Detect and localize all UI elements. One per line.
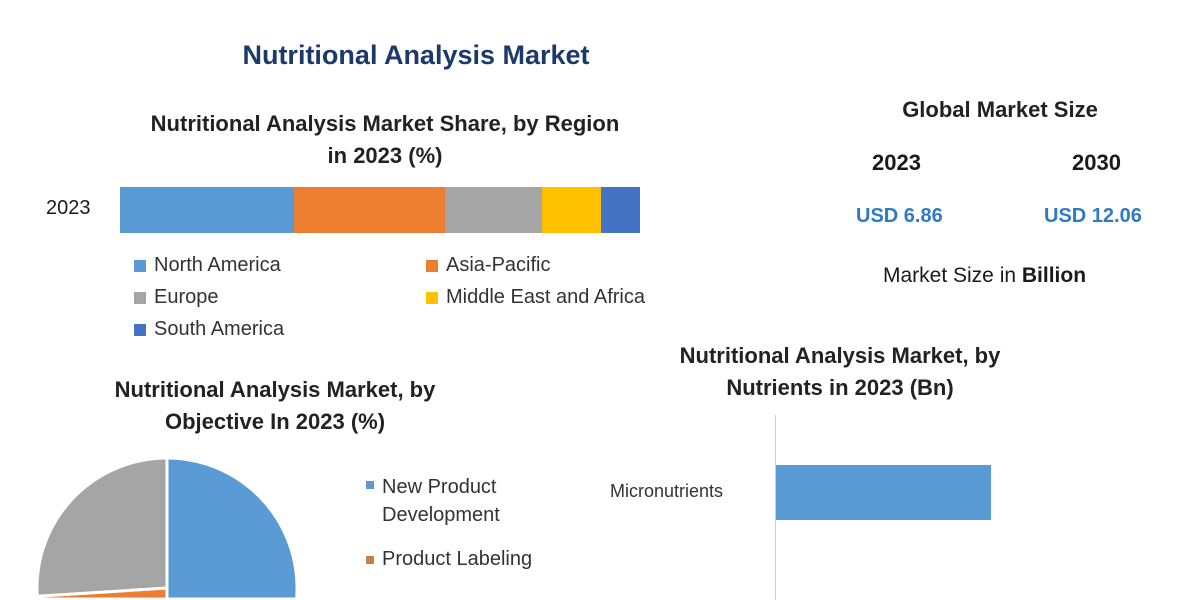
legend-swatch (426, 291, 438, 304)
unit-prefix: Market Size in (883, 264, 1022, 287)
year-2030: 2030 (1072, 150, 1121, 175)
legend-swatch (426, 259, 438, 272)
pie-title-line2: Objective In 2023 (%) (164, 409, 386, 434)
nutrients-category-label: Micronutrients (610, 481, 724, 501)
legend-label: South America (154, 318, 285, 340)
legend-label-line1: New Product (382, 476, 497, 498)
value-2030: USD 12.06 (1044, 205, 1142, 227)
legend-label: Europe (154, 286, 219, 308)
value-2023: USD 6.86 (856, 205, 943, 227)
legend-swatch (366, 555, 374, 564)
legend-item: Asia-Pacific (426, 254, 550, 277)
pie-legend-item: New Product Development (366, 473, 500, 529)
legend-swatch (366, 481, 374, 489)
pie-chart-title: Nutritional Analysis Market, by Objectiv… (60, 374, 490, 438)
legend-item: Middle East and Africa (426, 286, 645, 309)
legend-label-line2: Development (382, 504, 500, 526)
nutrients-bar (776, 465, 992, 520)
page-title: Nutritional Analysis Market (242, 40, 590, 70)
legend-label: Middle East and Africa (446, 286, 645, 308)
legend-swatch (134, 259, 146, 272)
region-title-line2: in 2023 (%) (327, 143, 443, 168)
nutrients-axis (775, 415, 776, 600)
legend-swatch (134, 323, 146, 336)
legend-item: Europe (134, 286, 219, 309)
region-stacked-bar (120, 187, 640, 233)
legend-label: North America (154, 254, 281, 276)
pie-chart (35, 456, 299, 600)
legend-item: North America (134, 254, 281, 277)
legend-item: South America (134, 318, 284, 341)
bar-segment-asia-pacific (294, 187, 445, 233)
nutrients-title-line1: Nutritional Analysis Market, by (679, 343, 1001, 368)
global-heading: Global Market Size (902, 97, 1098, 122)
region-title-line1: Nutritional Analysis Market Share, by Re… (150, 111, 620, 136)
region-chart-title: Nutritional Analysis Market Share, by Re… (100, 108, 670, 172)
region-category-label: 2023 (46, 197, 91, 219)
nutrients-chart-title: Nutritional Analysis Market, by Nutrient… (620, 340, 1060, 404)
unit-bold: Billion (1021, 264, 1087, 287)
legend-label: New Product Development (382, 473, 500, 529)
pie-title-line1: Nutritional Analysis Market, by (114, 377, 436, 402)
nutrients-title-line2: Nutrients in 2023 (Bn) (726, 375, 954, 400)
pie-slice-new-product-development (165, 456, 299, 600)
unit-note: Market Size in Billion (883, 264, 1086, 288)
year-2023: 2023 (872, 150, 921, 175)
pie-legend-item: Product Labeling (366, 548, 532, 571)
bar-segment-europe (444, 187, 543, 233)
legend-label: Asia-Pacific (446, 254, 551, 276)
bar-segment-south-america (600, 187, 640, 233)
pie-slice-other (35, 456, 169, 598)
legend-swatch (134, 291, 146, 304)
bar-segment-middle-east-and-africa (542, 187, 601, 233)
bar-segment-north-america (120, 187, 295, 233)
legend-label: Product Labeling (382, 548, 533, 570)
